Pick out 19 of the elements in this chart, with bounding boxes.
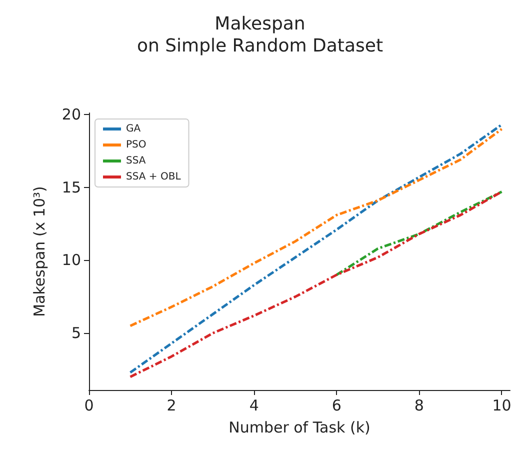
line-series bbox=[335, 190, 503, 276]
legend-label: PSO bbox=[126, 140, 146, 150]
chart-title: Makespan on Simple Random Dataset bbox=[136, 14, 384, 56]
y-tick-label: 15 bbox=[62, 178, 81, 196]
x-tick-label: 10 bbox=[492, 396, 512, 414]
x-tick-label: 0 bbox=[84, 396, 94, 414]
line-series bbox=[129, 190, 503, 378]
x-axis-title: Number of Task (k) bbox=[228, 418, 370, 436]
x-tick-label: 8 bbox=[414, 396, 424, 414]
y-tick-label: 10 bbox=[62, 251, 81, 270]
legend-label: GA bbox=[126, 124, 141, 134]
y-axis-title: Makespan (x 10³) bbox=[30, 186, 48, 317]
x-tick-label: 2 bbox=[166, 396, 176, 414]
x-tick-label: 4 bbox=[249, 396, 259, 414]
legend-label: SSA + OBL bbox=[126, 172, 182, 182]
legend-label: SSA bbox=[126, 156, 146, 166]
x-tick-label: 6 bbox=[332, 396, 342, 414]
y-tick-label: 20 bbox=[62, 105, 81, 124]
y-tick-label: 5 bbox=[71, 324, 81, 342]
